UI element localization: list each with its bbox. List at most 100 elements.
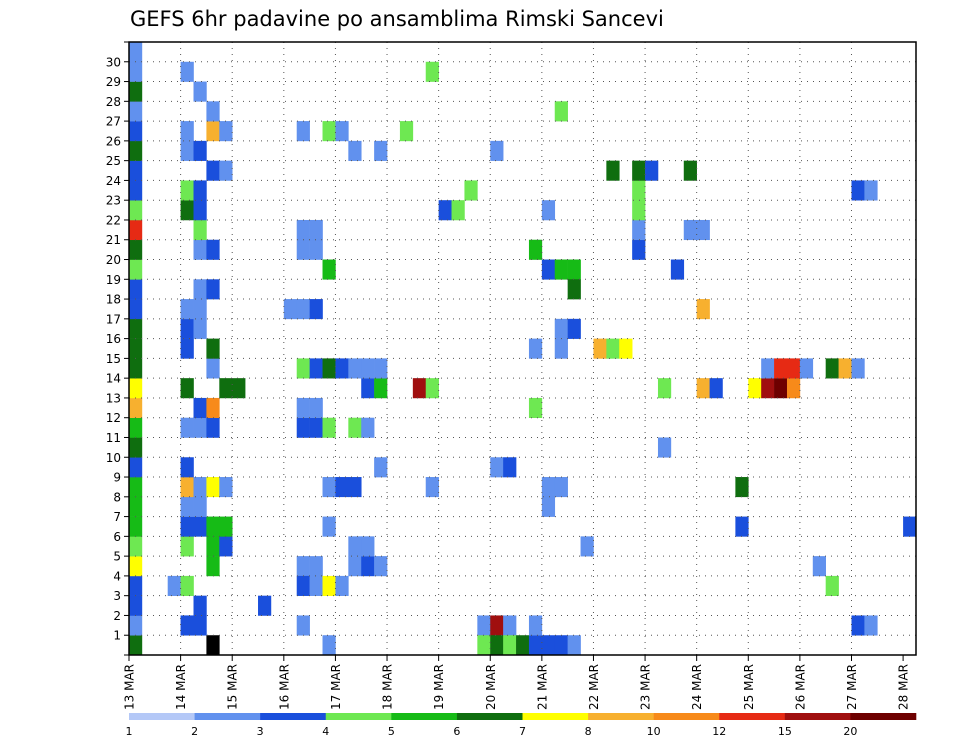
heatmap-cell xyxy=(632,160,646,181)
legend-label: 4 xyxy=(322,725,329,738)
heatmap-cell xyxy=(129,299,143,320)
heatmap-cell xyxy=(296,121,310,142)
heatmap-cell xyxy=(129,140,143,161)
y-tick-label: 24 xyxy=(106,174,121,188)
heatmap-cell xyxy=(129,437,143,458)
heatmap-cell xyxy=(129,200,143,221)
heatmap-cell xyxy=(374,140,388,161)
legend-swatch xyxy=(719,713,786,720)
heatmap-cell xyxy=(580,536,594,557)
heatmap-cell xyxy=(851,358,865,379)
heatmap-cell xyxy=(322,259,336,280)
heatmap-cell xyxy=(129,259,143,280)
heatmap-cell xyxy=(825,358,839,379)
heatmap-cell xyxy=(193,595,207,616)
x-tick-label: 18 MAR xyxy=(381,664,395,710)
heatmap-cell xyxy=(361,417,375,438)
legend-swatch xyxy=(456,713,523,720)
heatmap-cell xyxy=(129,358,143,379)
heatmap-cell xyxy=(851,615,865,636)
heatmap-cell xyxy=(567,318,581,339)
heatmap-cell xyxy=(322,635,336,656)
heatmap-cell xyxy=(193,299,207,320)
legend-label: 12 xyxy=(712,725,726,738)
heatmap-cell xyxy=(554,101,568,122)
heatmap-cell xyxy=(180,61,194,82)
heatmap-cell xyxy=(129,575,143,596)
heatmap-cell xyxy=(696,299,710,320)
heatmap-cell xyxy=(258,595,272,616)
heatmap-cell xyxy=(296,219,310,241)
y-tick-label: 8 xyxy=(113,490,121,504)
heatmap-cell xyxy=(129,417,143,438)
heatmap-cell xyxy=(129,160,143,181)
heatmap-cell xyxy=(374,556,388,577)
heatmap-cell xyxy=(180,516,194,537)
heatmap-cell xyxy=(554,318,568,339)
heatmap-cell xyxy=(761,358,775,379)
heatmap-cell xyxy=(193,477,207,498)
heatmap-cell xyxy=(322,477,336,498)
heatmap-cell xyxy=(180,615,194,636)
heatmap-cell xyxy=(838,358,852,379)
heatmap-cell xyxy=(129,516,143,537)
y-tick-label: 10 xyxy=(106,451,121,465)
heatmap-cell xyxy=(709,378,723,399)
heatmap-cell xyxy=(774,378,788,399)
plot-frame xyxy=(128,41,917,656)
heatmap-cell xyxy=(296,556,310,577)
heatmap-cell xyxy=(490,457,504,478)
heatmap-cell xyxy=(296,575,310,596)
heatmap-cell xyxy=(554,635,568,656)
heatmap-cell xyxy=(206,279,220,300)
legend-label: 8 xyxy=(585,725,592,738)
heatmap-cell xyxy=(554,259,568,280)
heatmap-cells xyxy=(129,42,917,656)
y-tick-label: 30 xyxy=(106,55,121,69)
heatmap-cell xyxy=(657,437,672,458)
legend-swatch xyxy=(850,713,917,720)
heatmap-cell xyxy=(296,358,310,379)
y-tick-label: 16 xyxy=(106,332,121,346)
heatmap-cell xyxy=(528,615,543,636)
heatmap-cell xyxy=(309,397,323,419)
x-tick-label: 20 MAR xyxy=(484,664,498,710)
heatmap-cell xyxy=(851,180,865,201)
heatmap-cell xyxy=(606,160,620,181)
y-tick-label: 18 xyxy=(106,293,121,307)
heatmap-cell xyxy=(786,358,801,379)
heatmap-cell xyxy=(180,180,194,201)
heatmap-cell xyxy=(786,378,801,399)
heatmap-cell xyxy=(503,457,517,478)
heatmap-cell xyxy=(180,338,194,359)
heatmap-cell xyxy=(632,219,646,241)
heatmap-cell xyxy=(683,219,697,241)
heatmap-cell xyxy=(477,615,491,636)
heatmap-cell xyxy=(503,615,517,636)
heatmap-cell xyxy=(361,378,375,399)
heatmap-cell xyxy=(129,635,143,656)
heatmap-cell xyxy=(129,219,143,241)
heatmap-cell xyxy=(193,417,207,438)
heatmap-cell xyxy=(567,635,581,656)
heatmap-cell xyxy=(180,200,194,221)
legend-swatch xyxy=(522,713,589,720)
y-tick-label: 15 xyxy=(106,352,121,366)
heatmap-cell xyxy=(335,358,349,379)
heatmap-cell xyxy=(309,575,323,596)
heatmap-cell xyxy=(335,121,349,142)
heatmap-cell xyxy=(180,121,194,142)
heatmap-cell xyxy=(193,200,207,221)
legend-swatch xyxy=(129,713,195,720)
heatmap-cell xyxy=(283,299,298,320)
heatmap-cell xyxy=(748,378,762,399)
heatmap-cell xyxy=(348,358,362,379)
x-tick-label: 14 MAR xyxy=(174,664,188,710)
heatmap-cell xyxy=(490,140,504,161)
x-tick-label: 23 MAR xyxy=(639,664,653,710)
heatmap-cell xyxy=(322,516,336,537)
heatmap-cell xyxy=(296,417,310,438)
x-tick-labels: 13 MAR 14 MAR 15 MAR 16 MAR 17 MAR 18 MAR 19 M… xyxy=(123,664,911,710)
y-tick-label: 19 xyxy=(106,273,121,287)
heatmap-cell xyxy=(129,615,143,636)
